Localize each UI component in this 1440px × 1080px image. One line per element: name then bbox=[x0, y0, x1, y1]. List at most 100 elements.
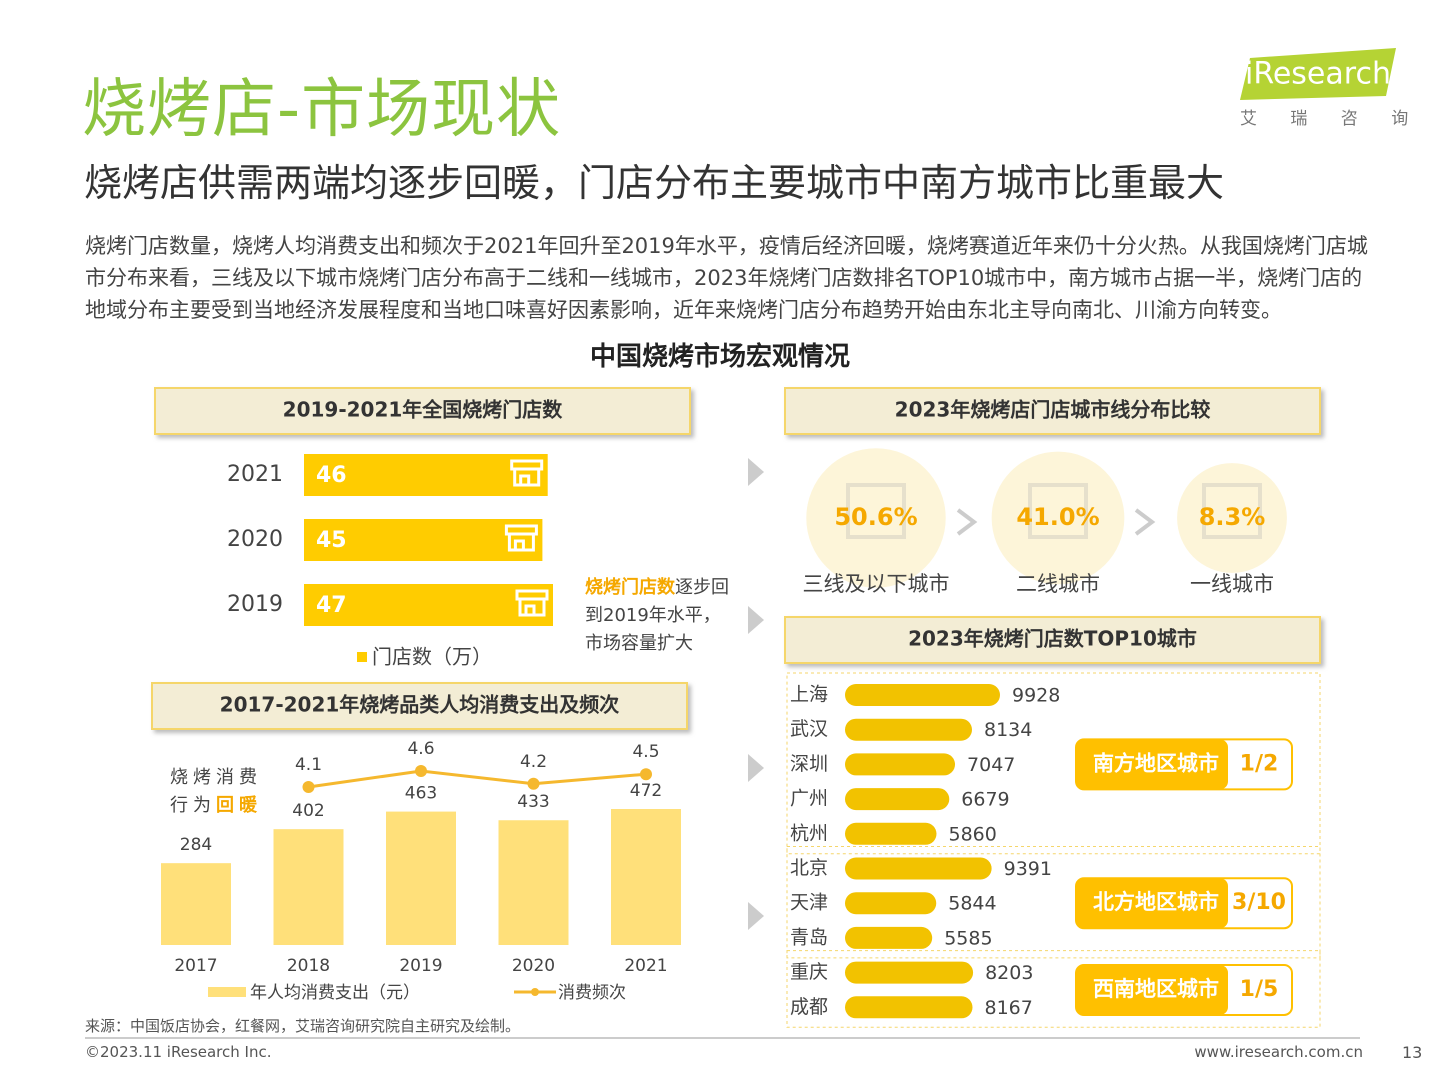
bar bbox=[498, 820, 569, 945]
value-label: 8134 bbox=[984, 719, 1032, 741]
line-point bbox=[527, 777, 540, 790]
value-label: 41.0% bbox=[1016, 503, 1099, 531]
store-icon bbox=[515, 589, 549, 617]
bar bbox=[273, 829, 344, 945]
value-label: 9391 bbox=[1004, 858, 1052, 880]
share-circle bbox=[806, 448, 946, 588]
line-point bbox=[302, 781, 315, 793]
chart-title: 2017-2021年烧烤品类人均消费支出及频次 bbox=[220, 693, 620, 717]
category-label: 上海 bbox=[790, 684, 828, 706]
store-icon bbox=[510, 459, 544, 487]
value-label: 46 bbox=[316, 463, 347, 488]
value-label: 45 bbox=[316, 528, 347, 553]
bar bbox=[845, 788, 950, 811]
annotation: 烧烤门店数逐步回到2019年水平，市场容量扩大 bbox=[585, 574, 735, 658]
page-subtitle: 烧烤店供需两端均逐步回暖，门店分布主要城市中南方城市比重最大 bbox=[84, 161, 1225, 205]
category-label: 三线及以下城市 bbox=[803, 572, 950, 596]
value-label: 4.5 bbox=[632, 742, 659, 762]
value-label: 5844 bbox=[948, 893, 996, 915]
badge-fill bbox=[1076, 878, 1228, 929]
group-name: 北方地区城市 bbox=[1093, 890, 1219, 914]
line bbox=[308, 769, 647, 789]
x-tick-label: 2021 bbox=[624, 956, 667, 976]
x-tick-label: 2019 bbox=[399, 956, 442, 976]
category-label: 广州 bbox=[790, 788, 828, 810]
header-box bbox=[151, 682, 688, 730]
chart-title: 2023年烧烤店门店城市线分布比较 bbox=[895, 398, 1211, 422]
group-frame bbox=[786, 846, 1321, 959]
legend-swatch bbox=[357, 652, 367, 662]
bar bbox=[845, 718, 972, 741]
group-frame bbox=[786, 672, 1321, 855]
building-icon bbox=[1202, 483, 1262, 539]
logo-badge bbox=[1240, 48, 1396, 100]
annotation-highlight: 烧烤门店数 bbox=[585, 577, 675, 598]
legend-label: 年人均消费支出（元） bbox=[250, 983, 420, 1003]
section-title: 中国烧烤市场宏观情况 bbox=[589, 342, 850, 372]
line-point bbox=[640, 768, 652, 781]
category-label: 2019 bbox=[227, 592, 283, 617]
bar bbox=[845, 822, 937, 845]
bar bbox=[304, 519, 543, 561]
group-share: 1/5 bbox=[1240, 977, 1279, 1002]
category-label: 2020 bbox=[227, 527, 283, 552]
header-box bbox=[784, 616, 1321, 664]
category-label: 二线城市 bbox=[1016, 572, 1100, 596]
bar bbox=[845, 961, 974, 984]
legend-label: 门店数（万） bbox=[372, 645, 492, 669]
value-label: 8.3% bbox=[1199, 503, 1266, 531]
line-point bbox=[415, 765, 427, 777]
value-label: 8203 bbox=[985, 962, 1033, 984]
value-label: 433 bbox=[517, 792, 549, 812]
chart-title: 2019-2021年全国烧烤门店数 bbox=[283, 398, 564, 422]
value-label: 5585 bbox=[944, 927, 992, 949]
value-label: 402 bbox=[292, 801, 324, 821]
value-label: 5860 bbox=[948, 823, 996, 845]
bar bbox=[845, 857, 992, 880]
x-tick-label: 2018 bbox=[287, 956, 330, 976]
bar bbox=[304, 584, 553, 626]
bar bbox=[845, 684, 1000, 706]
x-tick-label: 2020 bbox=[512, 956, 555, 976]
category-label: 杭州 bbox=[790, 822, 828, 844]
value-label: 8167 bbox=[985, 997, 1033, 1019]
bar bbox=[304, 454, 548, 496]
group-share: 1/2 bbox=[1240, 751, 1279, 776]
category-label: 一线城市 bbox=[1190, 572, 1274, 596]
logo-name: 艾 瑞 咨 询 bbox=[1240, 109, 1423, 129]
copyright: ©2023.11 iResearch Inc. bbox=[85, 1043, 272, 1061]
badge-fill bbox=[1076, 964, 1228, 1015]
legend-dot bbox=[531, 988, 539, 996]
x-tick-label: 2017 bbox=[174, 956, 217, 976]
value-label: 9928 bbox=[1012, 685, 1060, 707]
bar bbox=[845, 753, 956, 776]
annotation: 烧烤消费行为回暖 bbox=[170, 764, 266, 820]
group-name: 南方地区城市 bbox=[1093, 751, 1219, 775]
bar bbox=[845, 892, 937, 915]
value-label: 4.2 bbox=[520, 752, 547, 772]
group-frame bbox=[786, 950, 1321, 1028]
url: www.iresearch.com.cn bbox=[1194, 1043, 1363, 1061]
bar bbox=[845, 996, 973, 1019]
bar bbox=[386, 811, 456, 945]
arrows bbox=[748, 458, 764, 930]
value-label: 6679 bbox=[961, 789, 1009, 811]
legend-swatch bbox=[208, 987, 246, 997]
annotation-highlight: 回暖 bbox=[216, 795, 262, 816]
category-label: 2021 bbox=[227, 462, 283, 487]
value-label: 50.6% bbox=[834, 503, 917, 531]
value-label: 4.6 bbox=[407, 739, 434, 759]
bar bbox=[161, 863, 231, 945]
group-name: 西南地区城市 bbox=[1093, 977, 1219, 1001]
bar bbox=[845, 926, 933, 949]
value-label: 7047 bbox=[967, 754, 1015, 776]
category-label: 北京 bbox=[790, 857, 828, 879]
value-label: 4.1 bbox=[295, 755, 322, 775]
category-label: 武汉 bbox=[790, 718, 828, 740]
header-box bbox=[784, 387, 1321, 435]
share-circle bbox=[991, 451, 1125, 585]
legend-label: 消费频次 bbox=[558, 983, 626, 1003]
page-title: 烧烤店-市场现状 bbox=[82, 73, 562, 147]
building-icon bbox=[846, 483, 906, 539]
